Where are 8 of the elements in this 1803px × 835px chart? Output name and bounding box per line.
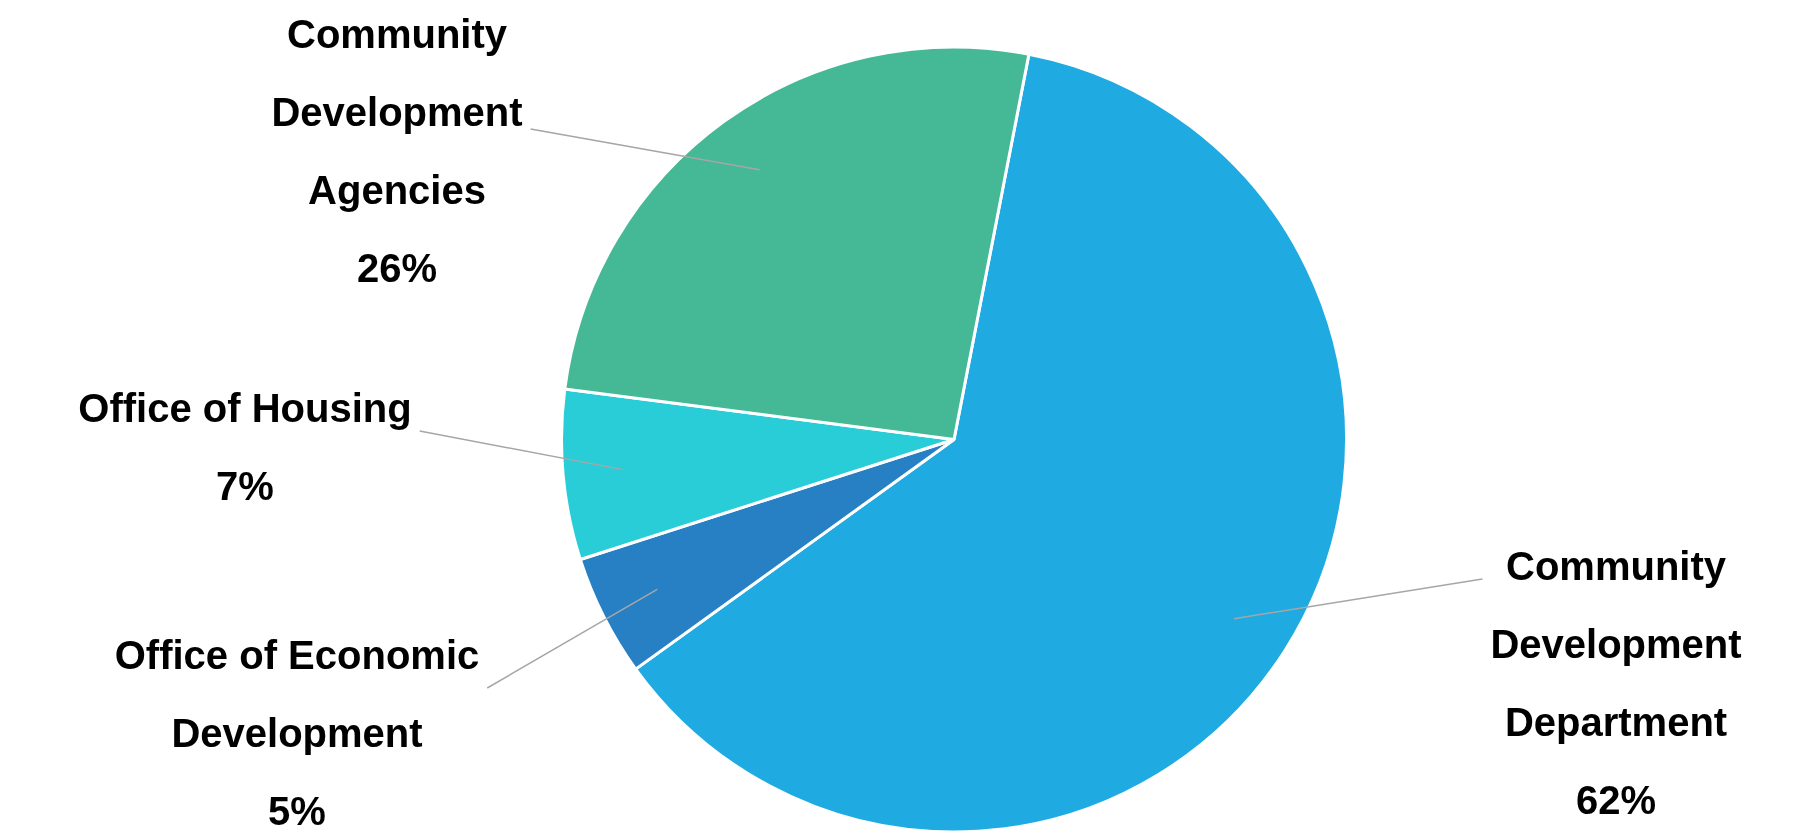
slice-label: Community Development Agencies — [271, 12, 523, 213]
data-label: 7% — [216, 464, 274, 509]
slice-label: Office of Housing — [78, 386, 412, 431]
data-label: 62% — [1575, 778, 1657, 823]
slice-label: Community Development Department — [1490, 544, 1742, 745]
data-label: 26% — [356, 246, 438, 291]
slice-label: Office of Economic Development — [114, 633, 480, 756]
data-label: 5% — [268, 789, 326, 834]
